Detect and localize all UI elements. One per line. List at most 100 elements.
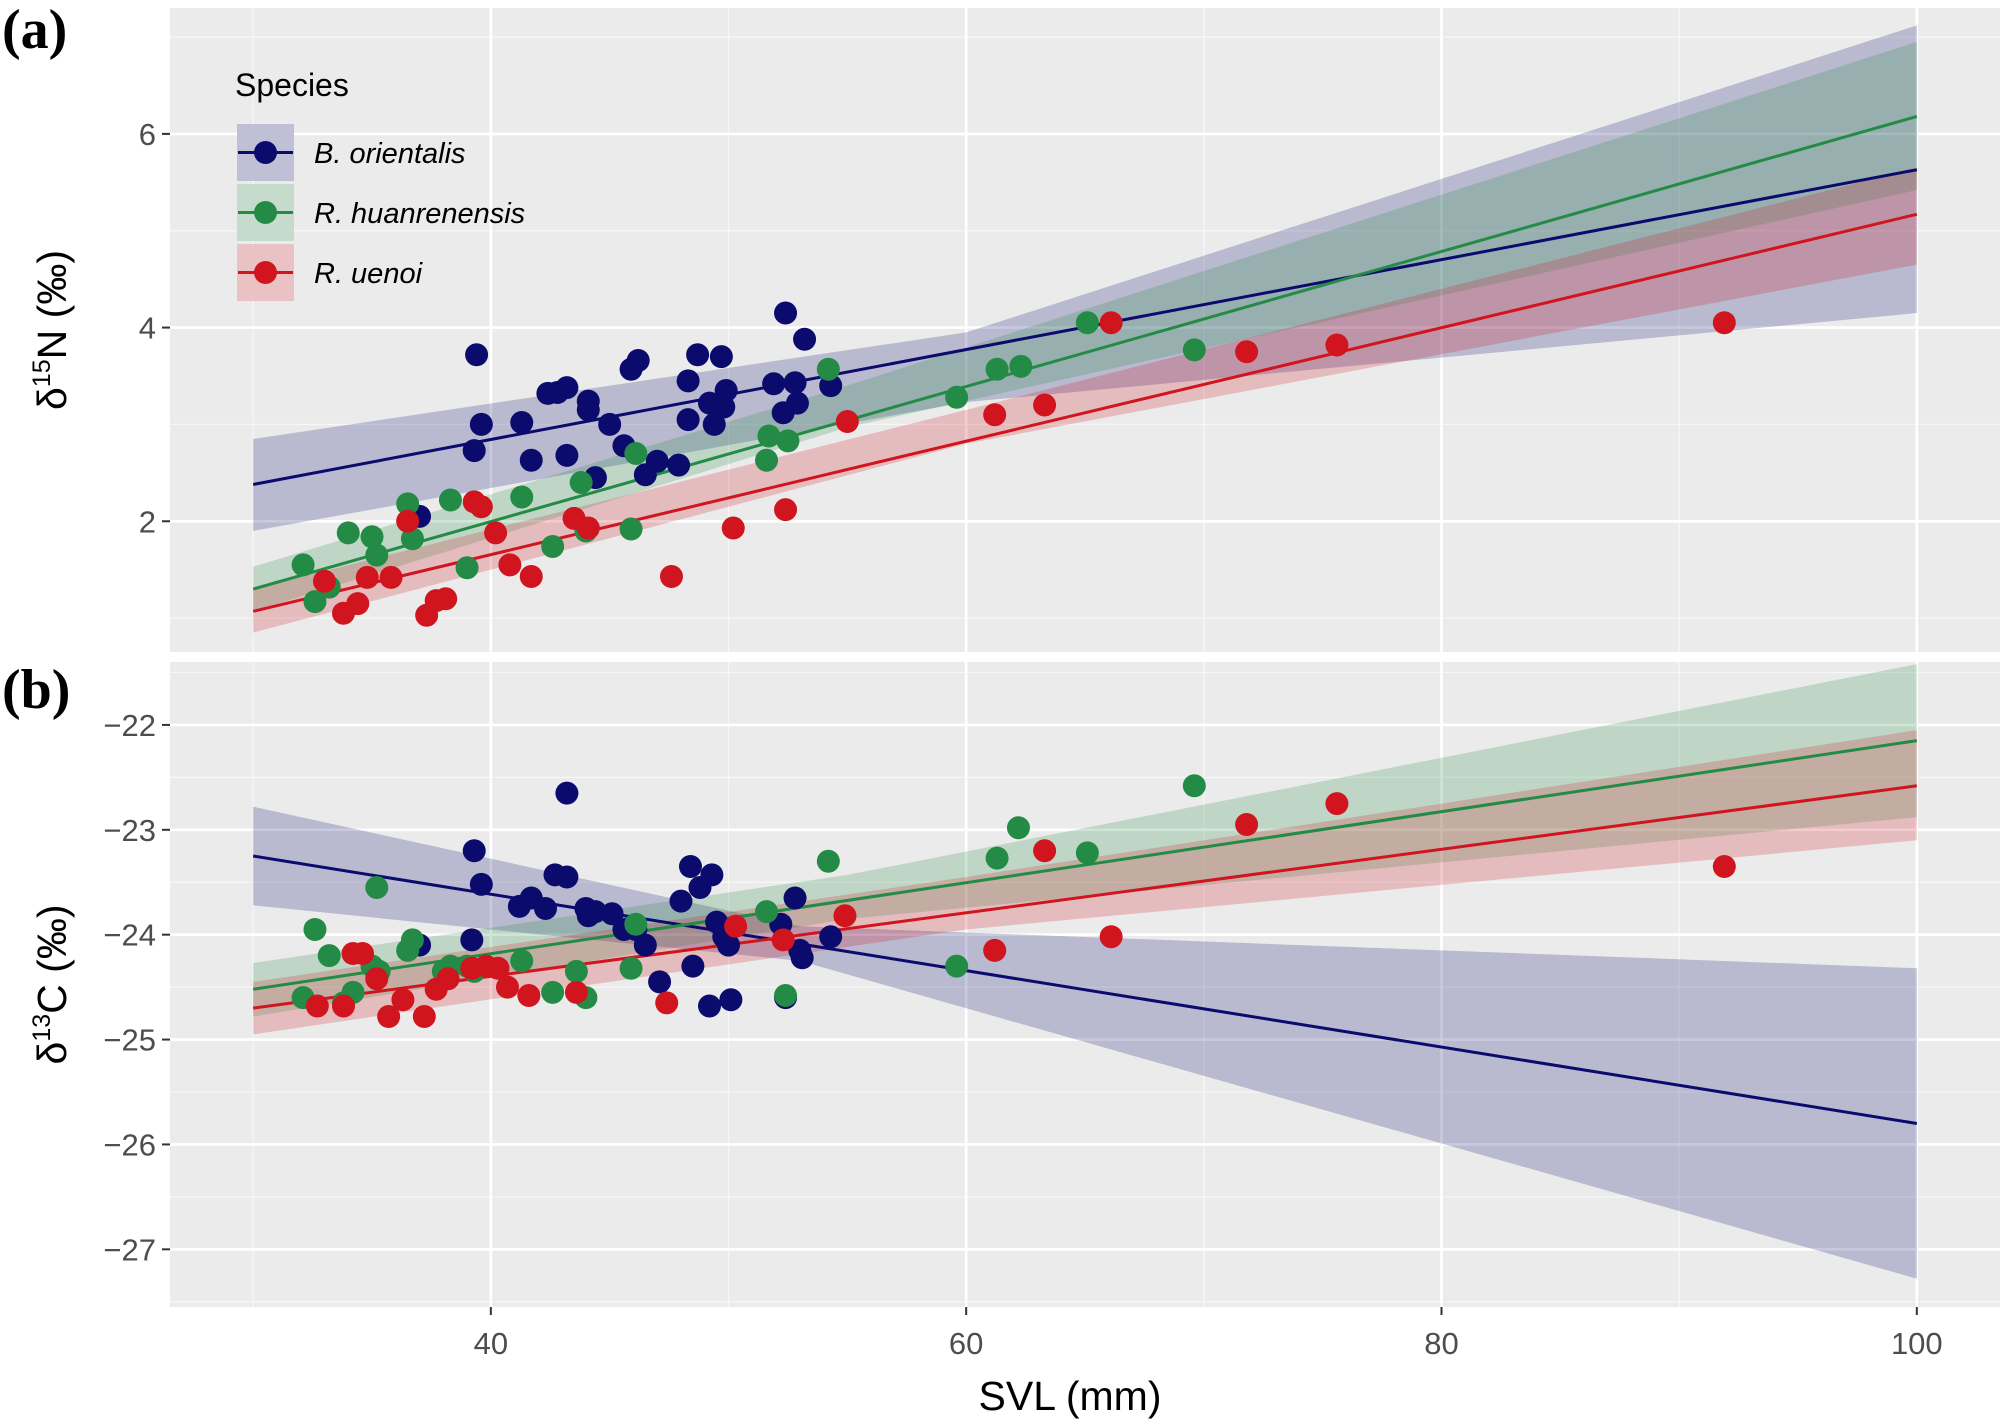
point-r-huanrenensis [360, 525, 384, 549]
point-r-huanrenensis [400, 928, 424, 952]
point-r-uenoi [396, 509, 420, 533]
point-r-uenoi [377, 1004, 401, 1028]
y-tick-label: −27 [103, 1232, 156, 1267]
point-r-uenoi [1712, 311, 1736, 335]
point-b-orientalis [598, 412, 622, 436]
ci-band-r-uenoi [253, 730, 1917, 1035]
point-r-huanrenensis [455, 556, 479, 580]
point-r-huanrenensis [1182, 338, 1206, 362]
y-tick-label: 2 [139, 504, 156, 539]
point-b-orientalis [686, 343, 710, 367]
point-b-orientalis [702, 412, 726, 436]
x-tick-label: 60 [949, 1326, 983, 1361]
point-r-huanrenensis [569, 471, 593, 495]
point-b-orientalis [819, 925, 843, 949]
point-r-uenoi [305, 994, 329, 1018]
point-b-orientalis [626, 349, 650, 373]
y-tick-label: −26 [103, 1127, 156, 1162]
point-r-uenoi [486, 956, 510, 980]
point-b-orientalis [697, 994, 721, 1018]
point-r-huanrenensis [816, 357, 840, 381]
panel-b: −22 −23 −24 −25 −26 −27 40 60 80 100 (b) δ13C (‰) [2, 659, 2000, 1361]
point-r-uenoi [983, 938, 1007, 962]
point-r-uenoi [519, 564, 543, 588]
point-r-huanrenensis [945, 954, 969, 978]
point-b-orientalis [774, 301, 798, 325]
legend-key-point [254, 201, 277, 224]
point-r-huanrenensis [624, 912, 648, 936]
point-r-uenoi [498, 553, 522, 577]
point-b-orientalis [555, 781, 579, 805]
point-r-uenoi [351, 942, 375, 966]
point-r-huanrenensis [945, 385, 969, 409]
y-axis-title-unit: N (‰) [29, 250, 75, 359]
point-b-orientalis [600, 902, 624, 926]
point-r-huanrenensis [303, 917, 327, 941]
point-r-huanrenensis [541, 534, 565, 558]
point-r-huanrenensis [816, 849, 840, 873]
point-b-orientalis [667, 453, 691, 477]
point-b-orientalis [719, 988, 743, 1012]
point-b-orientalis [709, 345, 733, 369]
legend-label: R. uenoi [314, 258, 424, 290]
point-r-uenoi [1235, 813, 1259, 837]
point-r-uenoi [391, 988, 415, 1012]
point-b-orientalis [676, 408, 700, 432]
point-r-huanrenensis [291, 553, 315, 577]
point-r-uenoi [576, 516, 600, 540]
y-tick-label: −22 [103, 708, 156, 743]
x-tick-label: 40 [474, 1326, 508, 1361]
point-r-huanrenensis [1009, 354, 1033, 378]
y-tick-label: −23 [103, 813, 156, 848]
point-r-uenoi [412, 1004, 436, 1028]
point-r-uenoi [434, 587, 458, 611]
legend-key-point [254, 261, 277, 284]
y-tick-label: −24 [103, 918, 156, 953]
point-b-orientalis [510, 410, 534, 434]
point-r-uenoi [774, 498, 798, 522]
point-r-huanrenensis [365, 543, 389, 567]
plot-background [170, 662, 2000, 1307]
point-b-orientalis [648, 970, 672, 994]
x-tick-label: 100 [1891, 1326, 1943, 1361]
point-r-huanrenensis [336, 521, 360, 545]
y-axis-title-symbol: δ [29, 387, 75, 410]
point-b-orientalis [669, 889, 693, 913]
point-b-orientalis [793, 327, 817, 351]
point-r-uenoi [1325, 792, 1349, 816]
point-r-uenoi [484, 521, 508, 545]
point-r-huanrenensis [1075, 311, 1099, 335]
point-r-huanrenensis [757, 424, 781, 448]
ci-band-b-orientalis [253, 806, 1917, 1279]
legend-item-b-orientalis: B. orientalis [237, 124, 466, 181]
point-r-uenoi [724, 914, 748, 938]
x-tick-label: 80 [1424, 1326, 1458, 1361]
point-b-orientalis [469, 872, 493, 896]
point-r-huanrenensis [510, 949, 534, 973]
point-b-orientalis [700, 863, 724, 887]
point-b-orientalis [633, 933, 657, 957]
point-r-uenoi [346, 592, 370, 616]
point-r-huanrenensis [985, 846, 1009, 870]
fit-line-r-uenoi [252, 784, 1918, 1010]
point-r-uenoi [469, 495, 493, 519]
point-r-uenoi [1099, 925, 1123, 949]
point-r-huanrenensis [1075, 841, 1099, 865]
point-r-uenoi [517, 984, 541, 1008]
point-b-orientalis [462, 839, 486, 863]
point-b-orientalis [555, 443, 579, 467]
point-b-orientalis [783, 886, 807, 910]
point-r-huanrenensis [541, 980, 565, 1004]
point-r-uenoi [379, 565, 403, 589]
y-tick-label: 6 [139, 117, 156, 152]
point-r-uenoi [436, 967, 460, 991]
y-axis-title-superscript: 15 [28, 359, 56, 387]
point-r-huanrenensis [619, 956, 643, 980]
y-axis-title-superscript: 13 [28, 1014, 56, 1042]
point-b-orientalis [460, 928, 484, 952]
legend-key-point [254, 141, 277, 164]
point-b-orientalis [519, 448, 543, 472]
point-b-orientalis [717, 933, 741, 957]
point-b-orientalis [534, 896, 558, 920]
